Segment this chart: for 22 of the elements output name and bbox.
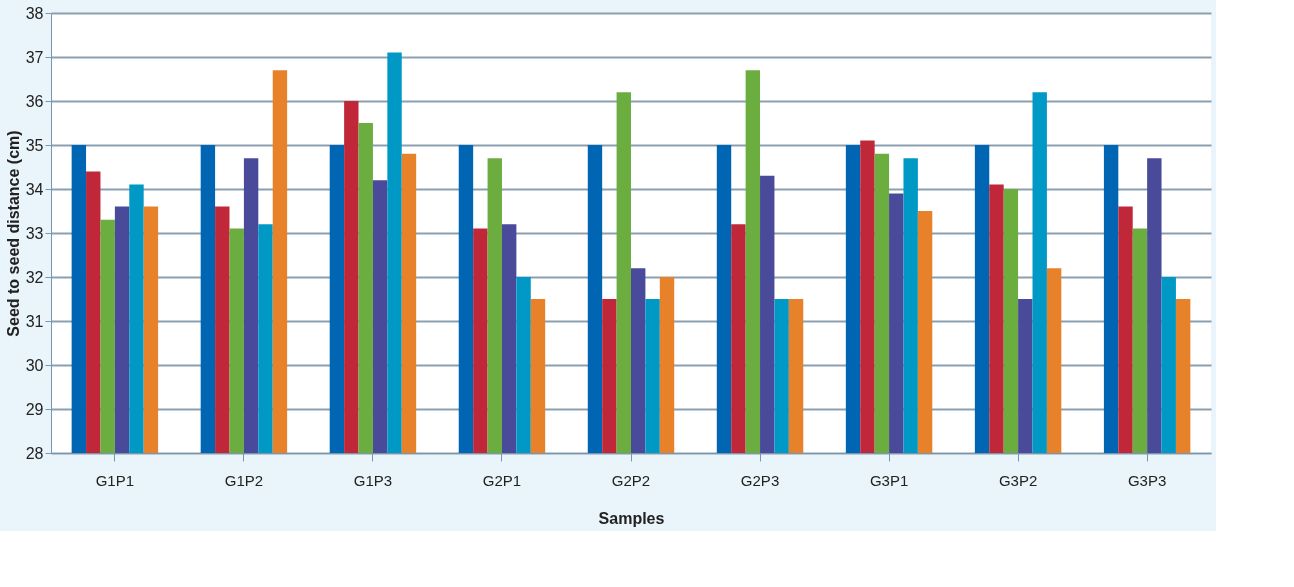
x-tick-label: G2P2: [611, 471, 651, 489]
y-tick-label: 38: [25, 4, 44, 22]
y-tick-label: 30: [25, 356, 44, 374]
x-tick-label: G1P3: [353, 471, 393, 489]
y-tick-label: 32: [25, 268, 44, 286]
y-tick-label: 36: [25, 92, 44, 110]
y-tick-label: 31: [25, 312, 44, 330]
y-axis-title: Seed to seed distance (cm): [4, 130, 22, 337]
x-tick-label: G1P1: [95, 471, 135, 489]
x-tick-label: G3P2: [998, 471, 1038, 489]
x-tick-label: G2P3: [740, 471, 780, 489]
y-tick-label: 37: [25, 48, 44, 66]
y-tick-label: 33: [25, 224, 44, 242]
y-tick-label: 35: [25, 136, 44, 154]
x-tick-label: G3P1: [869, 471, 909, 489]
x-axis-title: Samples: [598, 509, 665, 527]
x-tick-label: G2P1: [482, 471, 522, 489]
y-tick-label: 29: [25, 400, 44, 418]
y-tick-label: 28: [25, 444, 44, 462]
x-tick-label: G1P2: [224, 471, 264, 489]
x-tick-label: G3P3: [1127, 471, 1167, 489]
y-tick-label: 34: [25, 180, 44, 198]
